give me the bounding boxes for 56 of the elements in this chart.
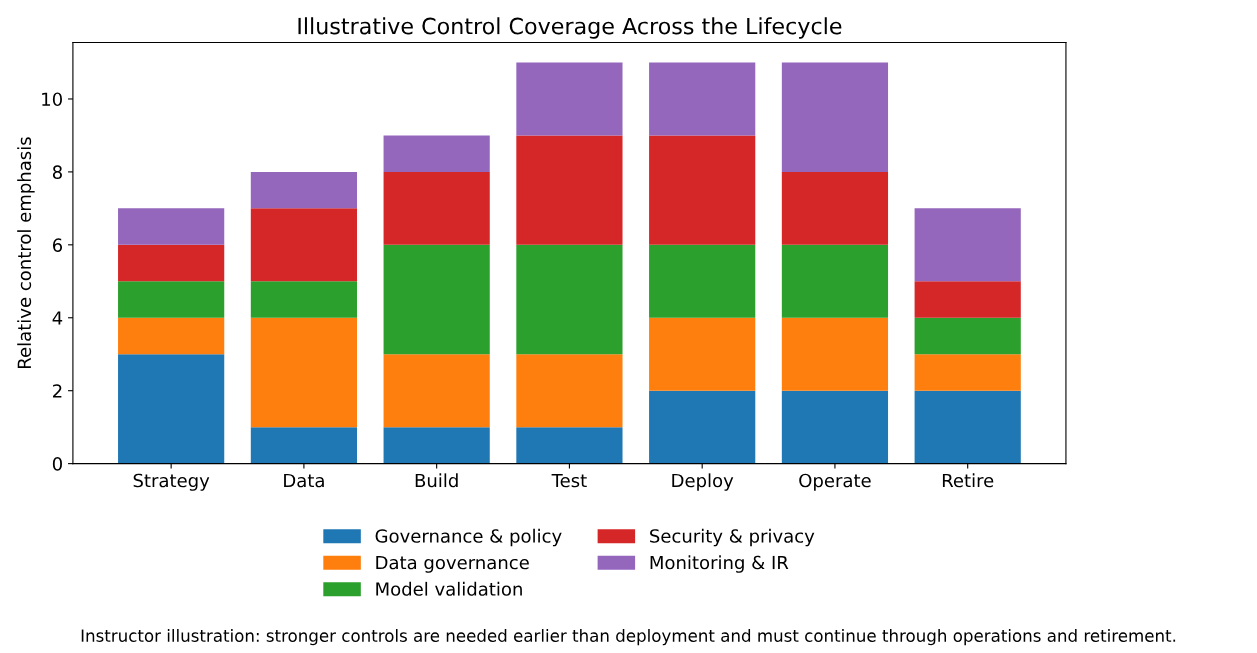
y-tick-label: 4 [52,311,63,325]
y-tick-label: 10 [42,92,62,107]
bar [383,427,490,464]
bar [516,244,623,355]
bar [516,135,623,245]
bar [649,135,756,245]
y-tick-label: 8 [52,165,62,180]
legend-label: Security & privacy [650,528,815,547]
bar [118,281,225,318]
x-tick-label: Build [415,473,458,488]
bar [781,171,889,245]
bar [118,354,225,464]
bar [914,390,1021,464]
legend-label: Monitoring & IR [650,555,789,573]
legend-label: Data governance [376,555,529,573]
bar [383,354,490,428]
bar [914,281,1021,318]
bar [781,317,889,391]
bar [649,244,756,318]
bar [516,427,623,464]
bar [781,390,889,464]
x-tick-label: Deploy [672,473,734,491]
y-tick-label: 0 [52,457,62,471]
bar [781,244,889,318]
x-tick-label: Strategy [133,473,210,491]
y-tick-label: 6 [52,238,63,252]
x-tick-label: Retire [942,473,994,488]
text: Instructor illustration: stronger controls are needed earlier than deployment and must continue through operations and retirement. [81,629,1176,646]
bar [250,427,358,464]
bar [914,317,1021,355]
x-tick-label: Data [284,473,324,488]
bar [250,317,358,428]
bar [383,171,490,245]
x-tick-label: Operate [799,473,871,491]
bar [914,208,1021,282]
bar [383,244,490,355]
x-tick-label: Test [551,473,587,488]
bar [118,244,225,282]
chart-title: Illustrative Control Coverage Across the Lifecycle [298,17,842,39]
bar [649,390,756,464]
bar [118,317,225,355]
bar [649,62,756,136]
bar [250,171,358,209]
bar [649,317,756,391]
bar [250,281,358,318]
legend-label: Governance & policy [375,528,562,547]
y-tick-label: 2 [53,384,62,398]
bar [781,62,889,172]
bar [914,354,1021,391]
y-axis-title: Relative control emphasis [17,137,35,368]
bar [118,208,225,245]
bar [516,62,623,136]
bar [516,354,623,428]
bar [250,208,358,282]
legend-label: Model validation [376,581,522,596]
bar [383,135,490,172]
